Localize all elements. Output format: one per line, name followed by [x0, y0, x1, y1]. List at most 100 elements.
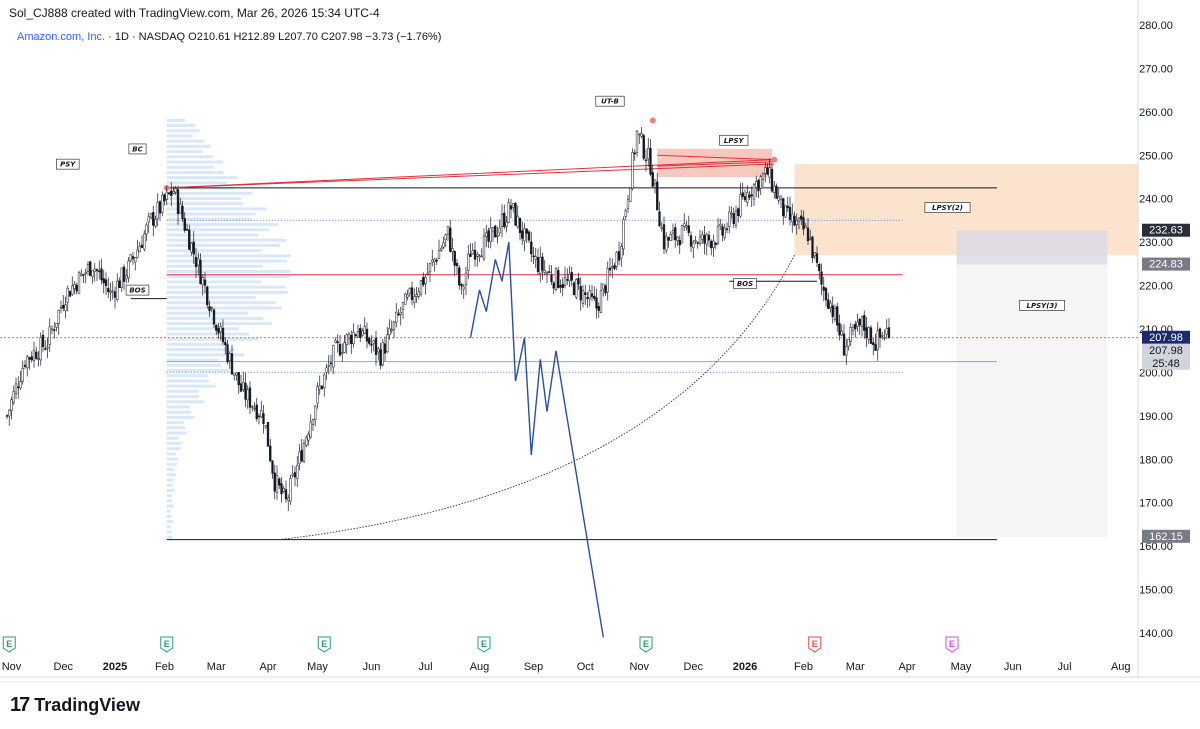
candle-body [253, 407, 256, 410]
candle-body [417, 291, 420, 297]
candle-body [170, 190, 173, 196]
candle-body [806, 227, 810, 242]
price-label-tag [1142, 343, 1190, 357]
candle-body [361, 330, 364, 336]
candle-body [158, 201, 162, 214]
candle-body [323, 374, 326, 388]
candle-body [149, 213, 153, 218]
candle-body [444, 234, 447, 241]
candle-body [365, 328, 369, 342]
candle-body [615, 251, 618, 268]
candle-body [82, 274, 85, 276]
price-tick-label: 230.00 [1139, 237, 1173, 249]
candle-body [19, 381, 22, 389]
candle-body [521, 230, 524, 239]
candle-body [314, 405, 317, 420]
candle-body [17, 386, 20, 389]
candle-body [791, 213, 794, 223]
candle-body [413, 296, 416, 303]
candle-body [469, 253, 472, 257]
price-label-text: 224.83 [1149, 259, 1183, 271]
candle-body [289, 478, 292, 502]
candle-body [64, 304, 67, 311]
volume-profile-bar [166, 478, 174, 482]
symbol-legend[interactable]: Amazon.com, Inc. · 1D · NASDAQ O210.61 H… [17, 31, 441, 43]
candle-body [118, 280, 121, 288]
candle-body [471, 250, 474, 255]
candle-body [563, 277, 567, 286]
candle-body [543, 270, 546, 273]
candle-body [878, 328, 882, 338]
candle-body [631, 152, 634, 189]
candle-body [404, 293, 407, 305]
candle-body [494, 225, 497, 238]
candle-body [32, 349, 36, 361]
candle-body [874, 344, 877, 351]
candle-body [21, 367, 24, 382]
volume-profile-bar [166, 249, 263, 253]
candle-body [174, 188, 177, 193]
candle-body [739, 194, 742, 217]
candle-body [761, 173, 765, 180]
candle-body [822, 286, 825, 291]
annotation-label: LPSY [724, 137, 745, 145]
candle-body [611, 266, 614, 268]
candle-body [354, 334, 357, 336]
volume-profile [166, 118, 292, 539]
tradingview-logo[interactable]: 17 TradingView [10, 694, 140, 717]
volume-profile-bar [166, 358, 219, 362]
volume-profile-bar [166, 233, 259, 237]
candle-body [797, 218, 801, 222]
candle-body [93, 268, 96, 272]
candle-body [134, 257, 137, 263]
candle-body [876, 330, 879, 350]
candle-body [401, 301, 405, 310]
candle-body [460, 284, 463, 287]
candle-body [599, 290, 603, 314]
candle-body [397, 313, 400, 316]
candle-body [671, 230, 675, 234]
candle-body [163, 194, 166, 202]
volume-profile-bar [166, 259, 288, 263]
candle-body [651, 172, 654, 187]
candle-body [104, 279, 108, 286]
candle-body [239, 383, 243, 392]
candle-body [507, 202, 510, 223]
candle-body [219, 326, 222, 333]
candle-body [581, 290, 585, 304]
candle-body [305, 437, 308, 446]
candle-body [698, 236, 702, 244]
volume-profile-bar [166, 337, 259, 341]
candle-body [820, 271, 823, 285]
candle-body [98, 270, 101, 273]
candle-body [181, 206, 184, 219]
candle-body [300, 449, 303, 462]
volume-profile-bar [166, 509, 171, 513]
candle-body [10, 399, 13, 411]
symbol-name[interactable]: Amazon.com, Inc. [17, 31, 106, 43]
candle-body [503, 212, 506, 227]
candle-body [683, 223, 686, 227]
candle-body [235, 372, 238, 376]
volume-profile-bar [166, 217, 252, 221]
volume-profile-bar [166, 447, 181, 451]
volume-profile-bar [166, 124, 196, 128]
candle-body [530, 241, 533, 255]
time-axis: Nov Dec 2025 Feb Mar Apr May Jun Jul Aug Sep Oct Nov… [2, 661, 1131, 673]
volume-profile-bar [166, 306, 282, 310]
candle-body [590, 293, 594, 297]
price-tick-label: 180.00 [1139, 454, 1173, 466]
candle-body [523, 228, 526, 242]
candle-body [197, 258, 200, 266]
candle-body [714, 242, 717, 245]
candle-body [550, 274, 553, 283]
candle-body [370, 343, 373, 346]
candle-body [440, 248, 443, 251]
time-tick-label: Nov [2, 661, 22, 673]
price-tick-label: 150.00 [1139, 585, 1173, 597]
volume-profile-bar [166, 238, 287, 242]
volume-profile-bar [166, 223, 279, 227]
candle-body [860, 316, 864, 327]
time-tick-label: May [951, 661, 972, 673]
